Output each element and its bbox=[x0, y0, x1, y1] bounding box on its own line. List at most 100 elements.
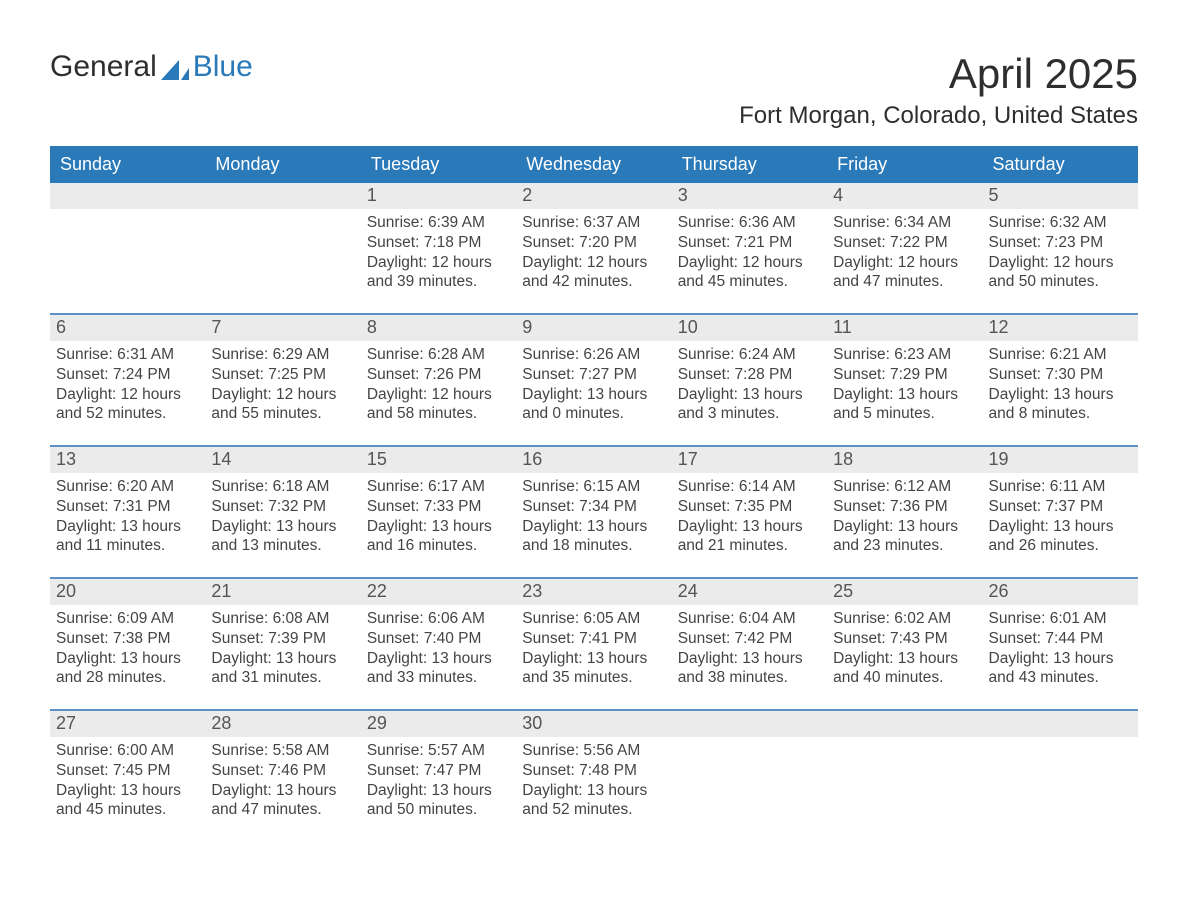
header-row: General Blue April 2025 Fort Morgan, Col… bbox=[50, 50, 1138, 130]
day-number: 3 bbox=[672, 183, 827, 208]
daylight-line-2: and 50 minutes. bbox=[989, 272, 1132, 292]
sunrise-line: Sunrise: 6:05 AM bbox=[522, 609, 665, 629]
daylight-line-1: Daylight: 13 hours bbox=[367, 781, 510, 801]
weekday-header-row: SundayMondayTuesdayWednesdayThursdayFrid… bbox=[50, 146, 1138, 183]
day-number-band: 4 bbox=[827, 183, 982, 209]
day-cell bbox=[827, 711, 982, 841]
day-number-band: 17 bbox=[672, 447, 827, 473]
day-number-band: 12 bbox=[983, 315, 1138, 341]
daylight-line-1: Daylight: 13 hours bbox=[56, 781, 199, 801]
day-details: Sunrise: 6:05 AMSunset: 7:41 PMDaylight:… bbox=[516, 605, 671, 688]
sunset-line: Sunset: 7:45 PM bbox=[56, 761, 199, 781]
sunrise-line: Sunrise: 6:08 AM bbox=[211, 609, 354, 629]
day-number-band: 2 bbox=[516, 183, 671, 209]
day-number: 27 bbox=[50, 711, 205, 736]
daylight-line-1: Daylight: 12 hours bbox=[211, 385, 354, 405]
day-number: 18 bbox=[827, 447, 982, 472]
day-details: Sunrise: 6:00 AMSunset: 7:45 PMDaylight:… bbox=[50, 737, 205, 820]
daylight-line-1: Daylight: 12 hours bbox=[678, 253, 821, 273]
sunrise-line: Sunrise: 6:17 AM bbox=[367, 477, 510, 497]
day-cell: 11Sunrise: 6:23 AMSunset: 7:29 PMDayligh… bbox=[827, 315, 982, 445]
day-cell: 24Sunrise: 6:04 AMSunset: 7:42 PMDayligh… bbox=[672, 579, 827, 709]
day-details: Sunrise: 6:24 AMSunset: 7:28 PMDaylight:… bbox=[672, 341, 827, 424]
daylight-line-2: and 33 minutes. bbox=[367, 668, 510, 688]
day-number-band bbox=[672, 711, 827, 737]
sunset-line: Sunset: 7:39 PM bbox=[211, 629, 354, 649]
day-number-band: 19 bbox=[983, 447, 1138, 473]
day-details: Sunrise: 6:28 AMSunset: 7:26 PMDaylight:… bbox=[361, 341, 516, 424]
sunrise-line: Sunrise: 6:06 AM bbox=[367, 609, 510, 629]
daylight-line-2: and 45 minutes. bbox=[678, 272, 821, 292]
sunset-line: Sunset: 7:33 PM bbox=[367, 497, 510, 517]
day-cell: 1Sunrise: 6:39 AMSunset: 7:18 PMDaylight… bbox=[361, 183, 516, 313]
daylight-line-2: and 58 minutes. bbox=[367, 404, 510, 424]
day-number: 6 bbox=[50, 315, 205, 340]
week-row: 1Sunrise: 6:39 AMSunset: 7:18 PMDaylight… bbox=[50, 183, 1138, 313]
day-number-band: 13 bbox=[50, 447, 205, 473]
sunset-line: Sunset: 7:24 PM bbox=[56, 365, 199, 385]
day-details: Sunrise: 6:34 AMSunset: 7:22 PMDaylight:… bbox=[827, 209, 982, 292]
sunset-line: Sunset: 7:36 PM bbox=[833, 497, 976, 517]
daylight-line-1: Daylight: 13 hours bbox=[211, 649, 354, 669]
day-number-band: 28 bbox=[205, 711, 360, 737]
sunset-line: Sunset: 7:25 PM bbox=[211, 365, 354, 385]
day-cell: 16Sunrise: 6:15 AMSunset: 7:34 PMDayligh… bbox=[516, 447, 671, 577]
day-number-band: 26 bbox=[983, 579, 1138, 605]
day-number-band: 23 bbox=[516, 579, 671, 605]
daylight-line-1: Daylight: 13 hours bbox=[367, 649, 510, 669]
daylight-line-2: and 5 minutes. bbox=[833, 404, 976, 424]
day-cell: 29Sunrise: 5:57 AMSunset: 7:47 PMDayligh… bbox=[361, 711, 516, 841]
sunrise-line: Sunrise: 6:29 AM bbox=[211, 345, 354, 365]
day-cell: 7Sunrise: 6:29 AMSunset: 7:25 PMDaylight… bbox=[205, 315, 360, 445]
sunrise-line: Sunrise: 6:24 AM bbox=[678, 345, 821, 365]
daylight-line-1: Daylight: 13 hours bbox=[522, 781, 665, 801]
sunrise-line: Sunrise: 6:32 AM bbox=[989, 213, 1132, 233]
calendar-document: General Blue April 2025 Fort Morgan, Col… bbox=[0, 0, 1188, 861]
day-number: 10 bbox=[672, 315, 827, 340]
day-details: Sunrise: 6:17 AMSunset: 7:33 PMDaylight:… bbox=[361, 473, 516, 556]
daylight-line-2: and 26 minutes. bbox=[989, 536, 1132, 556]
day-details: Sunrise: 6:37 AMSunset: 7:20 PMDaylight:… bbox=[516, 209, 671, 292]
day-cell: 6Sunrise: 6:31 AMSunset: 7:24 PMDaylight… bbox=[50, 315, 205, 445]
daylight-line-2: and 43 minutes. bbox=[989, 668, 1132, 688]
sunset-line: Sunset: 7:31 PM bbox=[56, 497, 199, 517]
daylight-line-2: and 11 minutes. bbox=[56, 536, 199, 556]
daylight-line-1: Daylight: 13 hours bbox=[678, 517, 821, 537]
daylight-line-2: and 13 minutes. bbox=[211, 536, 354, 556]
daylight-line-1: Daylight: 12 hours bbox=[833, 253, 976, 273]
daylight-line-2: and 23 minutes. bbox=[833, 536, 976, 556]
daylight-line-2: and 38 minutes. bbox=[678, 668, 821, 688]
day-number: 11 bbox=[827, 315, 982, 340]
day-number: 25 bbox=[827, 579, 982, 604]
day-number: 1 bbox=[361, 183, 516, 208]
daylight-line-2: and 52 minutes. bbox=[522, 800, 665, 820]
daylight-line-2: and 35 minutes. bbox=[522, 668, 665, 688]
day-number: 4 bbox=[827, 183, 982, 208]
daylight-line-1: Daylight: 13 hours bbox=[522, 385, 665, 405]
day-cell: 26Sunrise: 6:01 AMSunset: 7:44 PMDayligh… bbox=[983, 579, 1138, 709]
day-number-band: 5 bbox=[983, 183, 1138, 209]
day-number-band: 27 bbox=[50, 711, 205, 737]
day-cell bbox=[50, 183, 205, 313]
sunset-line: Sunset: 7:30 PM bbox=[989, 365, 1132, 385]
sunrise-line: Sunrise: 6:39 AM bbox=[367, 213, 510, 233]
day-cell: 22Sunrise: 6:06 AMSunset: 7:40 PMDayligh… bbox=[361, 579, 516, 709]
sunrise-line: Sunrise: 6:37 AM bbox=[522, 213, 665, 233]
day-details: Sunrise: 6:21 AMSunset: 7:30 PMDaylight:… bbox=[983, 341, 1138, 424]
daylight-line-1: Daylight: 12 hours bbox=[367, 385, 510, 405]
daylight-line-2: and 39 minutes. bbox=[367, 272, 510, 292]
day-number: 8 bbox=[361, 315, 516, 340]
day-number: 15 bbox=[361, 447, 516, 472]
daylight-line-2: and 21 minutes. bbox=[678, 536, 821, 556]
weekday-header: Monday bbox=[205, 146, 360, 183]
day-cell: 5Sunrise: 6:32 AMSunset: 7:23 PMDaylight… bbox=[983, 183, 1138, 313]
daylight-line-2: and 40 minutes. bbox=[833, 668, 976, 688]
daylight-line-1: Daylight: 13 hours bbox=[833, 517, 976, 537]
day-number-band bbox=[205, 183, 360, 209]
day-number: 30 bbox=[516, 711, 671, 736]
day-number-band: 8 bbox=[361, 315, 516, 341]
day-cell: 13Sunrise: 6:20 AMSunset: 7:31 PMDayligh… bbox=[50, 447, 205, 577]
day-cell: 10Sunrise: 6:24 AMSunset: 7:28 PMDayligh… bbox=[672, 315, 827, 445]
day-number: 13 bbox=[50, 447, 205, 472]
daylight-line-1: Daylight: 13 hours bbox=[678, 385, 821, 405]
